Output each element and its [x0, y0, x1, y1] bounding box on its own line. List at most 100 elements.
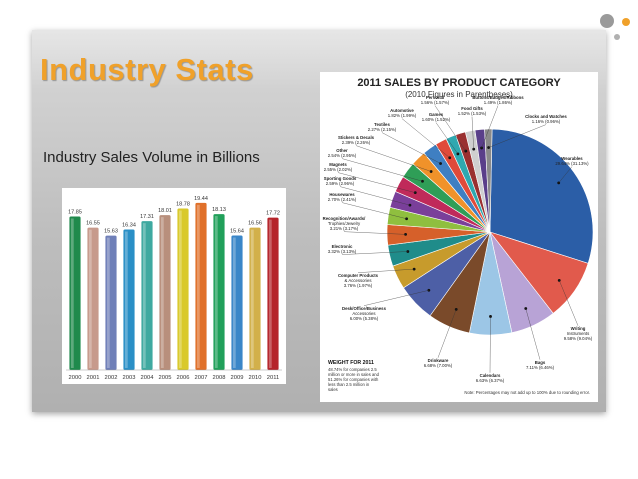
bar-2008: [213, 214, 225, 370]
gray-dot-small: [614, 34, 620, 40]
pie-leader-line: [437, 309, 457, 358]
bar-value-label: 16.56: [248, 221, 262, 227]
orange-dot: [622, 18, 630, 26]
pie-chart-card: 2011 SALES BY PRODUCT CATEGORY (2010 Fig…: [320, 72, 598, 402]
bar-value-label: 16.55: [86, 221, 100, 227]
pie-leader-dot: [413, 191, 417, 195]
pie-leader-dot: [404, 232, 407, 236]
bar-highlight: [88, 229, 92, 368]
bar-value-label: 17.85: [68, 209, 82, 215]
pie-leader-dot: [472, 147, 476, 151]
bar-category-label: 2008: [213, 375, 226, 381]
bar-category-label: 2011: [267, 375, 279, 381]
pie-footnote: Note: Percentages may not add up to 100%…: [464, 390, 590, 395]
bar-value-label: 18.13: [212, 207, 226, 213]
pie-leader-line: [363, 290, 429, 306]
pie-leader-dot: [487, 146, 491, 149]
pie-slice-wearables: [489, 128, 594, 264]
pie-slice-label: Games 1.60% (1.52%): [422, 112, 451, 122]
pie-slice-label: Other 2.54% (2.95%): [328, 148, 357, 158]
bar-highlight: [142, 223, 146, 368]
bar-2002: [105, 235, 117, 370]
pie-slice-label: Clocks and Watches 1.16% (0.96%): [525, 114, 567, 124]
bar-2010: [249, 227, 261, 370]
bar-value-label: 18.01: [158, 208, 172, 214]
pie-leader-line: [357, 268, 415, 273]
pie-slice-label: Calendars 6.63% (6.37%): [476, 373, 505, 383]
bar-2003: [123, 229, 135, 370]
bar-chart-card: 17.85 2000 16.55 2001 15.63 2002 16.34 2003 17.3…: [62, 188, 286, 384]
bar-highlight: [178, 210, 182, 368]
bar-2005: [159, 215, 171, 370]
bar-highlight: [70, 218, 74, 368]
pie-leader-line: [401, 118, 450, 158]
slide-subtitle: Industry Sales Volume in Billions: [43, 149, 260, 166]
pie-leader-dot: [524, 307, 528, 310]
pie-leader-line: [381, 132, 441, 164]
bar-value-label: 16.34: [122, 222, 136, 228]
bar-value-label: 17.31: [140, 214, 154, 220]
pie-slice-label: Sporting Goods 2.59% (2.96%): [324, 176, 357, 186]
bar-category-label: 2007: [195, 375, 208, 381]
pie-leader-line: [355, 145, 432, 172]
pie-chart-title: 2011 SALES BY PRODUCT CATEGORY: [357, 77, 561, 89]
pie-slice-label: Wearables 29.64% (31.13%): [555, 156, 589, 166]
bar-chart: 17.85 2000 16.55 2001 15.63 2002 16.34 2003 17.3…: [66, 196, 282, 381]
pie-slice-label: Stickers & Decals 2.39% (2.26%): [338, 135, 375, 145]
bar-highlight: [268, 219, 272, 368]
bar-category-label: 2001: [87, 375, 100, 381]
pie-leader-line: [488, 124, 547, 148]
bar-highlight: [250, 229, 254, 368]
pie-leader-line: [559, 280, 579, 326]
pie-slice-label: Drinkware 6.68% (7.00%): [424, 358, 453, 368]
pie-leader-line: [525, 308, 541, 360]
pie-slice-label: Magnets 2.55% (2.02%): [324, 162, 353, 172]
pie-slice-label: Housewares 2.70% (2.41%): [328, 192, 357, 202]
bar-value-label: 15.63: [104, 229, 118, 235]
bar-2001: [87, 227, 99, 370]
bar-value-label: 15.64: [230, 228, 244, 234]
pie-chart: 2011 SALES BY PRODUCT CATEGORY (2010 Fig…: [323, 77, 594, 395]
pie-leader-dot: [408, 203, 412, 207]
pie-leader-line: [471, 116, 474, 150]
pie-leader-dot: [412, 267, 416, 271]
pie-slice-label: Desk/Office/Business Accessories 6.00% (5.…: [342, 306, 387, 321]
slide-title: Industry Stats: [40, 52, 254, 87]
bar-2009: [231, 235, 243, 370]
bar-highlight: [196, 204, 200, 368]
pie-leader-line: [337, 172, 416, 193]
pie-leader-line: [558, 166, 573, 183]
bar-2007: [195, 202, 207, 370]
bar-highlight: [214, 216, 218, 368]
pie-slice-label: Writing Instruments 9.58% (9.04%): [564, 326, 593, 341]
bar-category-label: 2006: [177, 375, 190, 381]
bar-category-label: 2003: [123, 375, 136, 381]
bar-category-label: 2004: [141, 375, 155, 381]
pie-slice-label: Electronic 3.32% (3.13%): [328, 244, 357, 254]
bar-value-label: 19.44: [194, 196, 208, 202]
bar-category-label: 2009: [231, 375, 244, 381]
bar-highlight: [106, 237, 110, 368]
pie-slice-label: Food Gifts 1.52% (1.53%): [458, 106, 487, 116]
pie-slice-label: Buttons/Badges/Ribbons 1.49% (1.86%): [472, 95, 524, 105]
bar-value-label: 18.78: [176, 201, 190, 207]
pie-leader-line: [343, 231, 406, 235]
pie-slice-label: Textiles 2.27% (2.15%): [368, 122, 397, 132]
bar-value-label: 17.72: [266, 211, 280, 217]
pie-leader-dot: [429, 170, 433, 173]
pie-slice-label: Recognition/Awards/Trophies/Jewelry 3.21%…: [323, 216, 366, 231]
bar-highlight: [160, 217, 164, 368]
pie-leader-line: [341, 202, 407, 219]
pie-leader-line: [434, 105, 466, 152]
pie-leader-dot: [456, 152, 460, 156]
bar-2004: [141, 221, 153, 370]
bar-2006: [177, 208, 189, 370]
bar-highlight: [232, 237, 236, 368]
bar-category-label: 2010: [249, 375, 262, 381]
pie-leader-line: [489, 316, 491, 373]
bar-highlight: [124, 231, 128, 368]
pie-slice-label: Automotive 1.82% (1.99%): [388, 108, 417, 118]
weight-note-title: WEIGHT FOR 2011: [328, 360, 374, 366]
bar-2000: [69, 216, 81, 370]
pie-leader-line: [341, 158, 423, 182]
